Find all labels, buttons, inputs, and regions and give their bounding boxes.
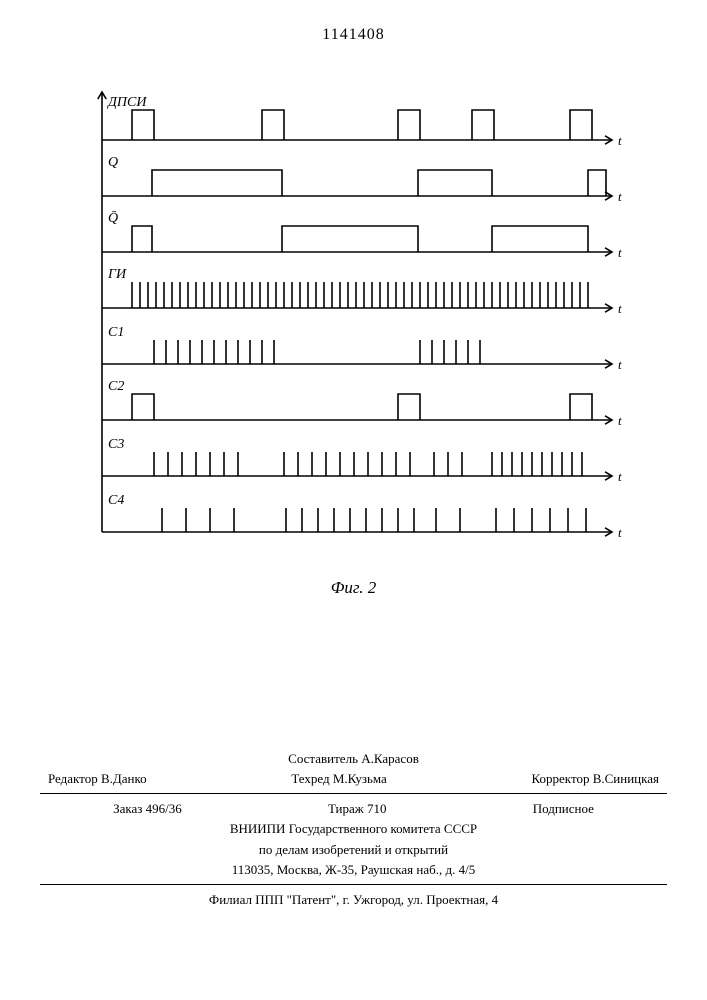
org-line-1: ВНИИПИ Государственного комитета СССР: [40, 819, 667, 839]
filial-line: Филиал ППП "Патент", г. Ужгород, ул. Про…: [40, 890, 667, 910]
svg-text:t: t: [618, 413, 622, 428]
roles-line: Редактор В.Данко Техред М.Кузьма Коррект…: [40, 769, 667, 789]
document-number: 1141408: [0, 26, 707, 44]
editor: Редактор В.Данко: [48, 769, 147, 789]
figure-label: Фиг. 2: [0, 578, 707, 598]
signed: Подписное: [533, 799, 594, 819]
svg-text:Q̄: Q̄: [108, 211, 118, 226]
svg-text:t: t: [618, 469, 622, 484]
divider: [40, 793, 667, 794]
svg-text:ГИ: ГИ: [107, 267, 127, 282]
timing-diagram: t ДПСИ t Qt Q̄ t ГИ t С1 t С2 t С3 t С4: [72, 84, 632, 564]
svg-text:t: t: [618, 189, 622, 204]
svg-text:t: t: [618, 301, 622, 316]
corrector: Корректор В.Синицкая: [532, 769, 660, 789]
svg-text:t: t: [618, 133, 622, 148]
address-line: 113035, Москва, Ж-35, Раушская наб., д. …: [40, 860, 667, 880]
svg-text:t: t: [618, 245, 622, 260]
svg-text:С4: С4: [108, 493, 124, 508]
svg-text:Q: Q: [108, 155, 118, 170]
divider: [40, 884, 667, 885]
order: Заказ 496/36: [113, 799, 182, 819]
tirazh: Тираж 710: [328, 799, 387, 819]
compiler-line: Составитель А.Карасов: [40, 749, 667, 769]
techred: Техред М.Кузьма: [291, 769, 387, 789]
svg-text:С3: С3: [108, 437, 124, 452]
svg-text:ДПСИ: ДПСИ: [106, 95, 147, 110]
credits-block: Составитель А.Карасов Редактор В.Данко Т…: [40, 749, 667, 910]
org-line-2: по делам изобретений и открытий: [40, 840, 667, 860]
print-info-line: Заказ 496/36 Тираж 710 Подписное: [40, 799, 667, 819]
svg-text:С2: С2: [108, 379, 124, 394]
svg-text:t: t: [618, 525, 622, 540]
svg-text:С1: С1: [108, 325, 124, 340]
svg-text:t: t: [618, 357, 622, 372]
